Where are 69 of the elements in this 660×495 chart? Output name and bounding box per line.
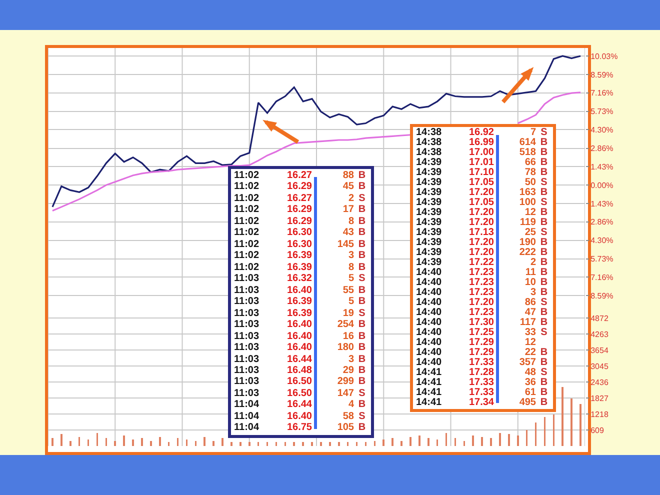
y-tick-label: 2436 bbox=[590, 378, 609, 387]
text: 14:39 17.05 50 S bbox=[416, 177, 548, 188]
text: 14:40 17.25 33 S bbox=[416, 327, 548, 338]
text: 14:39 17.20 163 B bbox=[416, 187, 548, 198]
y-tick-label: 3045 bbox=[590, 362, 609, 371]
text: 14:39 17.01 66 B bbox=[416, 157, 548, 168]
y-tick-label: 1827 bbox=[590, 394, 609, 403]
text: 14:40 17.29 12 bbox=[416, 337, 536, 348]
text: 11:02 16.29 8 B bbox=[234, 216, 366, 227]
text: 11:04 16.40 58 S bbox=[234, 410, 366, 422]
text: 11:04 16.44 4 B bbox=[234, 399, 366, 410]
text: 14:40 17.23 10 B bbox=[416, 277, 548, 288]
y-tick-label: 1218 bbox=[590, 410, 609, 419]
y-tick-label: 8.59% bbox=[590, 70, 614, 80]
y-tick-label: 2.86% bbox=[590, 144, 614, 154]
y-tick-label: 2.86% bbox=[590, 218, 614, 227]
text: 14:40 17.33 357 B bbox=[416, 357, 548, 368]
y-tick-label: 7.16% bbox=[590, 272, 614, 282]
text: 11:03 16.40 180 B bbox=[234, 342, 366, 354]
text: 14:41 17.33 36 B bbox=[416, 377, 548, 388]
text: 11:02 16.27 2 S bbox=[234, 192, 366, 204]
text: 11:03 16.32 5 S bbox=[234, 273, 366, 284]
text: 14:39 17.22 2 B bbox=[416, 257, 548, 268]
text: 14:38 16.99 614 B bbox=[416, 137, 548, 148]
text: 14:39 17.13 25 S bbox=[416, 227, 548, 238]
text: 11:02 16.30 145 B bbox=[234, 238, 366, 250]
y-tick-label: 1.43% bbox=[590, 162, 614, 172]
y-tick-label: 8.59% bbox=[590, 291, 614, 300]
text: 11:03 16.40 254 B bbox=[234, 319, 366, 330]
text: 14:40 17.23 11 B bbox=[416, 267, 548, 278]
text: 11:03 16.39 19 S bbox=[234, 308, 366, 319]
text: 14:40 17.30 117 B bbox=[416, 317, 548, 328]
text: 14:41 17.34 495 B bbox=[416, 397, 548, 408]
y-tick-label: 10.03% bbox=[590, 52, 618, 61]
text: 11:03 16.39 5 B bbox=[234, 296, 366, 308]
y-tick-label: 0.00% bbox=[590, 180, 614, 190]
text: 14:39 17.10 78 B bbox=[416, 167, 548, 178]
text: 11:03 16.50 147 S bbox=[234, 388, 366, 399]
text: 14:41 17.28 48 S bbox=[416, 367, 548, 378]
text: 14:39 17.20 119 B bbox=[416, 217, 548, 228]
y-tick-label: 1.43% bbox=[590, 199, 614, 208]
text: 11:03 16.48 29 B bbox=[234, 364, 366, 376]
text: 11:03 16.40 55 B bbox=[234, 284, 366, 296]
y-tick-label: 609 bbox=[590, 426, 604, 435]
text: 14:39 17.05 100 S bbox=[416, 197, 548, 208]
text: 14:40 17.23 3 B bbox=[416, 287, 548, 298]
text: 11:02 16.27 88 B bbox=[234, 170, 366, 181]
y-tick-label: 7.16% bbox=[590, 88, 614, 98]
text: 14:38 16.92 7 S bbox=[416, 127, 548, 138]
text: 14:40 17.29 22 B bbox=[416, 347, 548, 358]
text: 11:04 16.75 105 B bbox=[234, 422, 366, 434]
text: 14:41 17.33 61 B bbox=[416, 387, 548, 398]
y-tick-label: 3654 bbox=[590, 346, 609, 355]
text: 14:40 17.20 86 S bbox=[416, 297, 548, 308]
text: 11:03 16.44 3 B bbox=[234, 354, 366, 364]
text: 14:39 17.20 12 B bbox=[416, 207, 548, 218]
text: 11:03 16.50 299 B bbox=[234, 376, 366, 388]
text: 14:39 17.20 190 B bbox=[416, 237, 548, 248]
y-tick-label: 5.73% bbox=[590, 254, 614, 264]
text: 14:40 17.23 47 B bbox=[416, 307, 548, 318]
text: 14:39 17.20 222 B bbox=[416, 247, 548, 258]
text: 11:03 16.40 16 B bbox=[234, 330, 366, 342]
text: 11:02 16.39 3 B bbox=[234, 250, 366, 262]
text: 14:38 17.00 518 B bbox=[416, 147, 548, 158]
y-tick-label: 5.73% bbox=[590, 107, 614, 116]
text: 11:02 16.29 17 B bbox=[234, 204, 366, 216]
text: 11:02 16.39 8 B bbox=[234, 262, 366, 273]
text: 11:02 16.29 45 B bbox=[234, 181, 366, 192]
text: 11:02 16.30 43 B bbox=[234, 227, 366, 238]
